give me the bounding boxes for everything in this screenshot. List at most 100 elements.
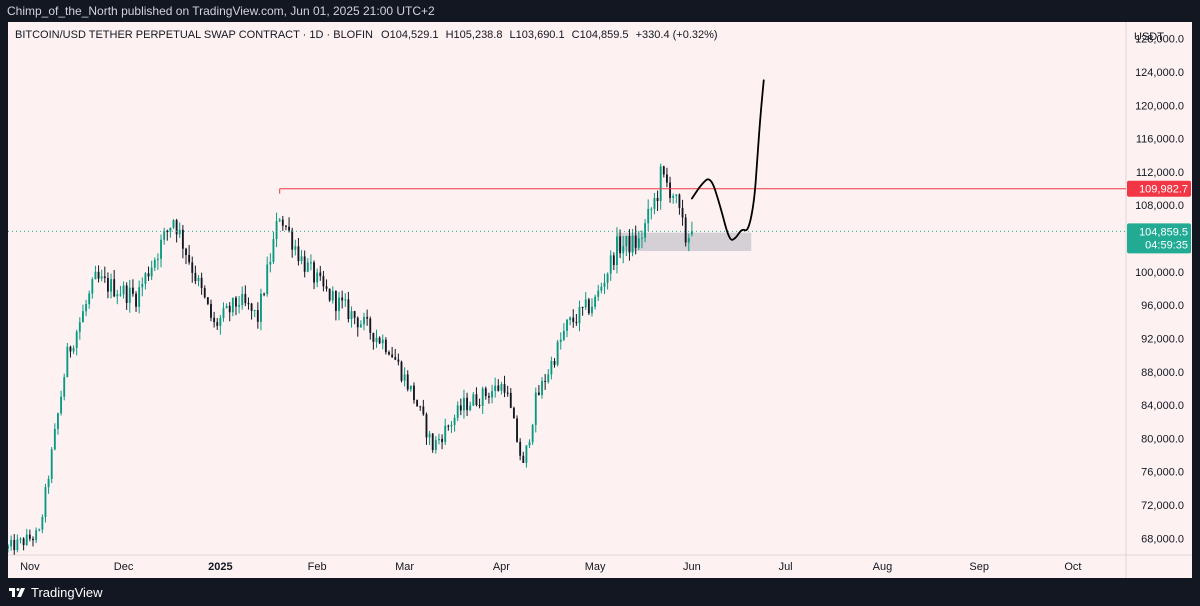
candle-body bbox=[78, 322, 81, 332]
candle bbox=[544, 374, 547, 390]
publisher-text: Chimp_of_the_North published on TradingV… bbox=[7, 4, 435, 18]
candle bbox=[116, 289, 119, 305]
candle-body bbox=[203, 288, 206, 298]
candle bbox=[369, 316, 372, 340]
candle bbox=[275, 212, 278, 248]
candle-body bbox=[391, 354, 394, 358]
candle-body bbox=[572, 317, 575, 323]
candle bbox=[106, 272, 109, 299]
candle-body bbox=[406, 374, 409, 390]
candle bbox=[497, 379, 500, 392]
candle-body bbox=[550, 361, 553, 375]
candle-body bbox=[119, 294, 122, 296]
candle bbox=[278, 218, 281, 223]
candle-body bbox=[434, 440, 437, 451]
price-tick-label: 84,000.0 bbox=[1141, 400, 1184, 412]
candle bbox=[619, 229, 622, 259]
candle-body bbox=[631, 235, 634, 253]
candle-body bbox=[453, 417, 456, 425]
price-tick-label: 92,000.0 bbox=[1141, 333, 1184, 345]
candle bbox=[578, 300, 581, 332]
candle bbox=[447, 424, 450, 431]
candle bbox=[256, 302, 259, 329]
candle bbox=[316, 268, 319, 288]
candle-body bbox=[285, 225, 287, 227]
candle-body bbox=[113, 279, 116, 297]
candle bbox=[522, 451, 525, 463]
candle-body bbox=[60, 396, 63, 414]
candle-body bbox=[213, 317, 216, 323]
legend-change: +330.4 (+0.32%) bbox=[636, 29, 718, 41]
candle bbox=[375, 329, 378, 348]
candle-body bbox=[72, 347, 75, 352]
candle bbox=[25, 528, 28, 546]
candle-body bbox=[487, 396, 490, 398]
tradingview-logo-icon[interactable] bbox=[8, 586, 26, 598]
candle-body bbox=[591, 306, 593, 314]
candle bbox=[125, 282, 128, 310]
price-tick-label: 128,000.0 bbox=[1135, 34, 1184, 46]
candle-body bbox=[603, 282, 606, 287]
candle-body bbox=[222, 308, 225, 318]
candle-body bbox=[472, 394, 475, 406]
candle-body bbox=[569, 317, 572, 320]
candle-body bbox=[522, 455, 525, 463]
price-tick-label: 80,000.0 bbox=[1141, 433, 1184, 445]
candle-body bbox=[135, 293, 137, 307]
candle bbox=[69, 345, 72, 358]
candle-body bbox=[200, 277, 203, 289]
candle-body bbox=[525, 445, 528, 463]
price-tick-label: 72,000.0 bbox=[1141, 500, 1184, 512]
candle-body bbox=[188, 255, 191, 263]
candle bbox=[219, 315, 222, 335]
chart-area[interactable]: USDT 68,000.0 72,000.0 76,000.0 80,000.0 84,… bbox=[8, 22, 1192, 578]
candle bbox=[384, 337, 387, 355]
candle bbox=[338, 291, 340, 321]
candle-body bbox=[125, 285, 128, 303]
candle-body bbox=[334, 291, 337, 311]
candle bbox=[263, 292, 266, 297]
time-tick-label: Feb bbox=[308, 561, 327, 573]
candle bbox=[244, 285, 247, 307]
candle-body bbox=[413, 385, 415, 401]
candle bbox=[78, 317, 81, 340]
candle-body bbox=[253, 310, 256, 312]
candle-body bbox=[91, 279, 94, 294]
candle-body bbox=[644, 223, 647, 238]
candle-body bbox=[553, 361, 556, 365]
time-axis[interactable]: Nov Dec 2025 Feb Mar Apr May Jun Jul Aug Sep Oct bbox=[20, 561, 1081, 573]
candle-body bbox=[469, 405, 472, 411]
price-axis[interactable]: USDT 68,000.0 72,000.0 76,000.0 80,000.0 84,… bbox=[1134, 31, 1184, 545]
candle-body bbox=[85, 304, 88, 312]
candle bbox=[528, 439, 531, 449]
candle-body bbox=[338, 297, 340, 311]
brand-name[interactable]: TradingView bbox=[31, 584, 103, 600]
candle bbox=[597, 284, 600, 301]
time-tick-label: May bbox=[585, 561, 606, 573]
candle-body bbox=[491, 391, 493, 398]
candle bbox=[363, 312, 365, 331]
candle-body bbox=[687, 238, 690, 243]
candle-body bbox=[512, 407, 515, 419]
candle-body bbox=[22, 538, 25, 546]
candle-body bbox=[619, 236, 622, 254]
candle bbox=[422, 399, 425, 416]
candle bbox=[381, 334, 384, 350]
candle bbox=[397, 353, 400, 366]
candle bbox=[269, 253, 272, 273]
candle-body bbox=[38, 529, 41, 531]
current-price-label: 104,859.504:59:35 bbox=[1127, 223, 1191, 254]
candle bbox=[128, 279, 131, 313]
support-zone-layer bbox=[616, 232, 752, 252]
candle bbox=[306, 258, 309, 273]
price-chart[interactable]: USDT 68,000.0 72,000.0 76,000.0 80,000.0 84,… bbox=[8, 22, 1192, 578]
candle bbox=[19, 537, 22, 544]
candle bbox=[600, 282, 603, 294]
candle-body bbox=[375, 337, 378, 342]
candle bbox=[8, 544, 9, 553]
candle bbox=[350, 306, 353, 328]
candle bbox=[366, 309, 369, 326]
candle bbox=[100, 269, 103, 282]
candle bbox=[659, 163, 662, 210]
candle bbox=[285, 225, 287, 231]
